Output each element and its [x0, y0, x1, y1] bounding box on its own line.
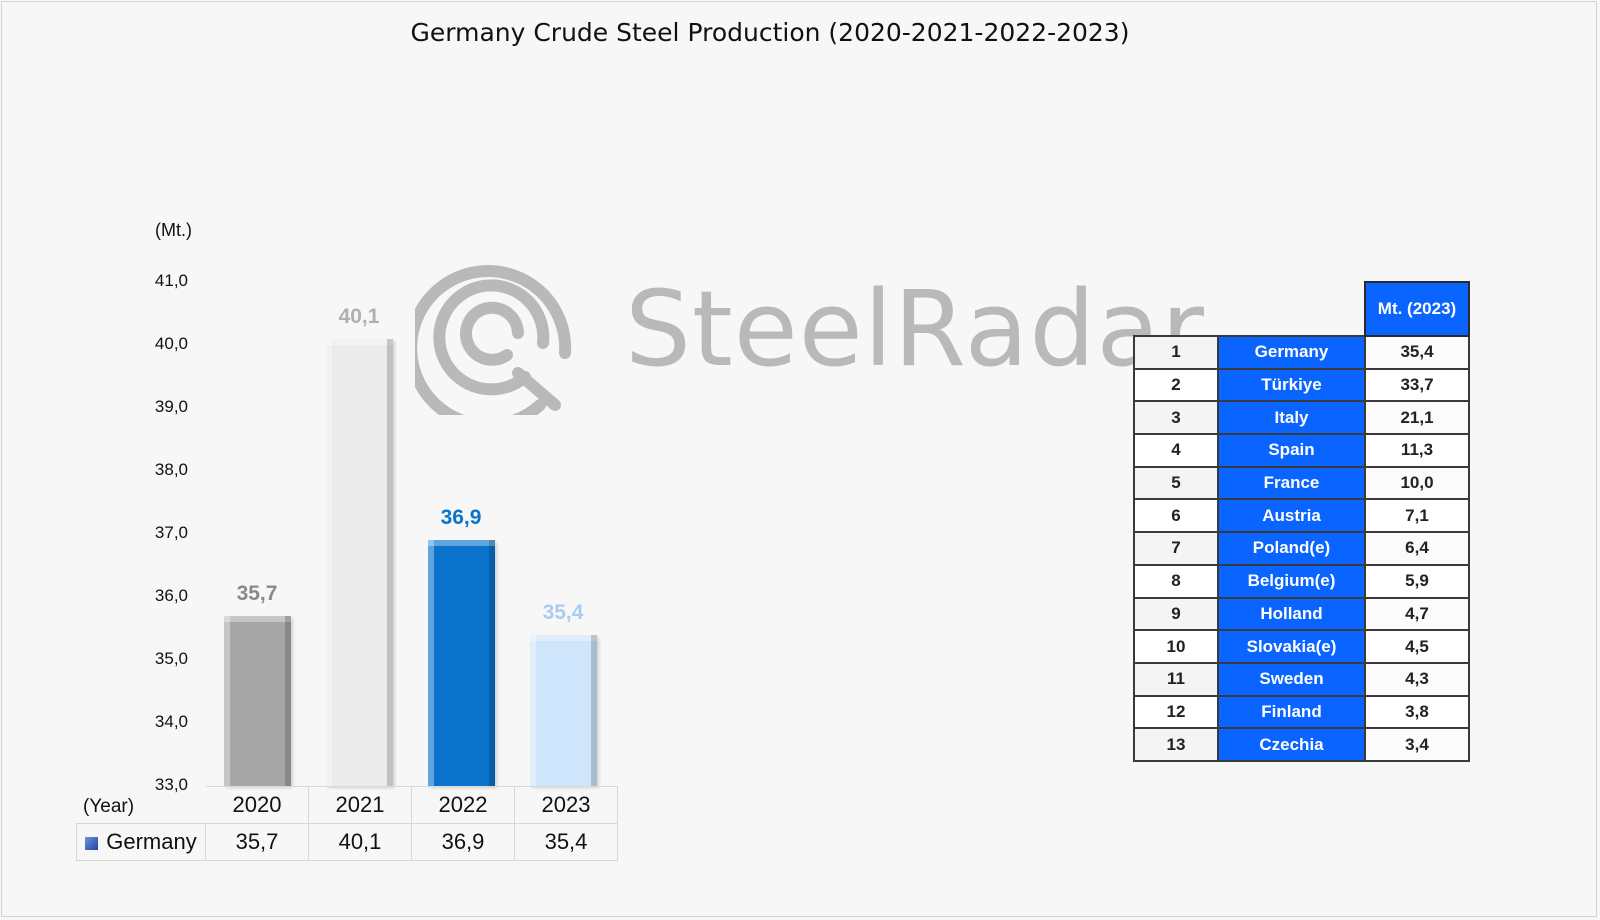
ranking-row: 7 Poland(e) 6,4: [1133, 531, 1470, 566]
ranking-country: Türkiye: [1217, 367, 1366, 403]
ranking-rank: 8: [1133, 563, 1219, 599]
ranking-value: 4,3: [1364, 661, 1470, 697]
ranking-rank: 13: [1133, 727, 1219, 762]
bar-2021: [325, 338, 393, 786]
ranking-country: Austria: [1217, 498, 1366, 534]
ranking-rank: 5: [1133, 465, 1219, 501]
table-row: Germany 35,7 40,1 36,9 35,4: [76, 823, 618, 861]
y-tick-label: 37,0: [154, 523, 188, 542]
ranking-value: 3,8: [1364, 694, 1470, 730]
y-tick-label: 38,0: [154, 460, 188, 479]
ranking-country: Sweden: [1217, 661, 1366, 697]
ranking-rank: 6: [1133, 498, 1219, 534]
table-value-cell: 36,9: [411, 823, 515, 861]
ranking-value: 21,1: [1364, 400, 1470, 436]
bar-2023: [529, 634, 597, 786]
ranking-table: Mt. (2023) 1 Germany 35,4 2 Türkiye 33,7 3 Ital…: [1133, 281, 1470, 762]
ranking-value: 11,3: [1364, 433, 1470, 468]
y-tick-label: 34,0: [154, 712, 188, 731]
ranking-value: 7,1: [1364, 498, 1470, 534]
ranking-row: 13 Czechia 3,4: [1133, 727, 1470, 762]
ranking-country: Czechia: [1217, 727, 1366, 762]
ranking-value: 33,7: [1364, 367, 1470, 403]
ranking-country: Finland: [1217, 694, 1366, 730]
table-corner-cell: [76, 786, 206, 824]
ranking-header: Mt. (2023): [1364, 281, 1470, 337]
bar-value-label: 40,1: [338, 304, 380, 328]
legend-label: Germany: [106, 829, 197, 854]
ranking-blank-cell: [1134, 282, 1218, 336]
ranking-rank: 11: [1133, 661, 1219, 697]
ranking-row: 12 Finland 3,8: [1133, 694, 1470, 730]
table-header-row: 2020 2021 2022 2023: [76, 786, 618, 824]
ranking-country: France: [1217, 465, 1366, 501]
ranking-rank: 3: [1133, 400, 1219, 436]
y-tick-label: 41,0: [154, 271, 188, 290]
ranking-rank: 1: [1133, 335, 1219, 370]
ranking-row: 4 Spain 11,3: [1133, 433, 1470, 468]
table-year-cell: 2021: [308, 786, 412, 824]
ranking-value: 10,0: [1364, 465, 1470, 501]
ranking-rank: 7: [1133, 531, 1219, 566]
table-year-cell: 2022: [411, 786, 515, 824]
ranking-value: 3,4: [1364, 727, 1470, 762]
ranking-value: 35,4: [1364, 335, 1470, 370]
ranking-row: 10 Slovakia(e) 4,5: [1133, 629, 1470, 664]
ranking-value: 4,7: [1364, 596, 1470, 632]
table-year-cell: 2020: [205, 786, 309, 824]
ranking-rank: 4: [1133, 433, 1219, 468]
watermark-text: SteelRadar: [625, 268, 1205, 390]
ranking-rank: 10: [1133, 629, 1219, 664]
y-tick-label: 35,0: [154, 649, 188, 668]
bar-2022: [427, 540, 495, 786]
ranking-country: Germany: [1217, 335, 1366, 370]
ranking-row: 6 Austria 7,1: [1133, 498, 1470, 534]
table-series-cell: Germany: [76, 823, 206, 861]
table-value-cell: 35,4: [514, 823, 618, 861]
ranking-country: Italy: [1217, 400, 1366, 436]
table-value-cell: 35,7: [205, 823, 309, 861]
bar-2020: [223, 615, 291, 786]
ranking-rank: 9: [1133, 596, 1219, 632]
y-tick-label: 39,0: [154, 397, 188, 416]
steelradar-logo-icon: [415, 265, 572, 415]
ranking-rank: 12: [1133, 694, 1219, 730]
legend-swatch: [85, 836, 99, 850]
ranking-header-row: Mt. (2023): [1134, 281, 1470, 337]
ranking-row: 3 Italy 21,1: [1133, 400, 1470, 436]
table-value-cell: 40,1: [308, 823, 412, 861]
ranking-country: Slovakia(e): [1217, 629, 1366, 664]
ranking-row: 11 Sweden 4,3: [1133, 661, 1470, 697]
bar-value-label: 36,9: [440, 506, 482, 530]
ranking-row: 1 Germany 35,4: [1133, 335, 1470, 370]
ranking-row: 9 Holland 4,7: [1133, 596, 1470, 632]
bar-value-label: 35,7: [236, 581, 278, 605]
y-tick-label: 40,0: [154, 334, 188, 353]
ranking-value: 6,4: [1364, 531, 1470, 566]
ranking-country: Holland: [1217, 596, 1366, 632]
ranking-row: 5 France 10,0: [1133, 465, 1470, 501]
table-year-cell: 2023: [514, 786, 618, 824]
chart-title: Germany Crude Steel Production (2020-202…: [410, 18, 1130, 47]
ranking-row: 8 Belgium(e) 5,9: [1133, 563, 1470, 599]
y-tick-label: 36,0: [154, 586, 188, 605]
ranking-rank: 2: [1133, 367, 1219, 403]
chart-data-table: 2020 2021 2022 2023 Germany 35,7 40,1 36…: [76, 786, 618, 861]
bar-value-label: 35,4: [542, 600, 584, 624]
ranking-row: 2 Türkiye 33,7: [1133, 367, 1470, 403]
ranking-value: 5,9: [1364, 563, 1470, 599]
ranking-country: Spain: [1217, 433, 1366, 468]
y-axis-unit: (Mt.): [155, 220, 192, 240]
ranking-value: 4,5: [1364, 629, 1470, 664]
ranking-country: Poland(e): [1217, 531, 1366, 566]
ranking-blank-cell: [1218, 282, 1365, 336]
ranking-country: Belgium(e): [1217, 563, 1366, 599]
